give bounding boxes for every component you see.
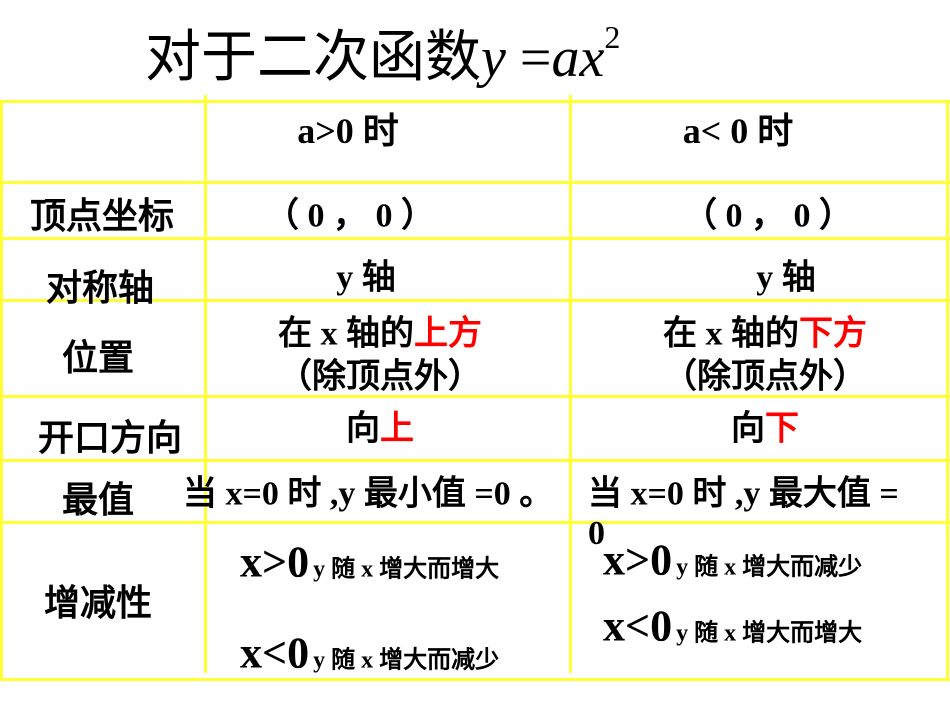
direction-positive: 向上 bbox=[346, 401, 414, 450]
condition: x<0 bbox=[240, 628, 310, 678]
column-header-a-positive: a>0 时 bbox=[297, 111, 399, 151]
position-highlight: 下方 bbox=[799, 315, 867, 353]
column-header-a-negative: a< 0 时 bbox=[682, 111, 794, 151]
grid-line bbox=[0, 395, 950, 398]
direction-prefix: 向 bbox=[731, 410, 765, 448]
row-label-monotonic: 增减性 bbox=[43, 583, 153, 623]
grid-line bbox=[0, 237, 950, 240]
trend: y 随 x 增大而增大 bbox=[676, 620, 863, 647]
trend: y 随 x 增大而减少 bbox=[676, 554, 863, 581]
row-label-direction: 开口方向 bbox=[37, 418, 183, 458]
formula-lhs: y bbox=[481, 27, 506, 89]
trend: y 随 x 增大而减少 bbox=[313, 647, 500, 674]
position-positive: 在 x 轴的上方 bbox=[278, 306, 482, 355]
grid-line bbox=[0, 100, 950, 103]
direction-negative: 向下 bbox=[731, 401, 799, 450]
direction-prefix: 向 bbox=[346, 410, 380, 448]
position-prefix: 在 x 轴的 bbox=[663, 315, 799, 353]
condition: x>0 bbox=[603, 535, 673, 585]
condition: x<0 bbox=[603, 601, 673, 651]
grid-line bbox=[946, 100, 949, 680]
row-label-position: 位置 bbox=[61, 338, 135, 378]
extreme-negative: 当 x=0 时 ,y 最大值 = bbox=[588, 475, 899, 513]
vertex-positive: （ 0 ， 0 ） bbox=[265, 197, 435, 235]
row-label-extreme: 最值 bbox=[61, 480, 135, 520]
grid-line bbox=[0, 299, 950, 302]
trend: y 随 x 增大而增大 bbox=[313, 556, 500, 583]
grid-line bbox=[0, 521, 950, 524]
position-prefix: 在 x 轴的 bbox=[278, 315, 414, 353]
row-label-axis: 对称轴 bbox=[45, 268, 155, 308]
formula-rhs: ax bbox=[551, 27, 605, 89]
row-label-vertex: 顶点坐标 bbox=[29, 196, 175, 236]
grid-line bbox=[0, 678, 950, 681]
formula-exponent: 2 bbox=[604, 19, 621, 55]
axis-negative: y 轴 bbox=[756, 259, 816, 297]
grid-line bbox=[0, 181, 950, 184]
monotonic-negative-1: x>0 y 随 x 增大而减少 bbox=[603, 535, 862, 586]
position-highlight: 上方 bbox=[414, 315, 482, 353]
position-negative: 在 x 轴的下方 bbox=[663, 306, 867, 355]
extreme-negative-wrap: 0 bbox=[588, 515, 605, 552]
direction-highlight: 上 bbox=[380, 410, 414, 448]
vertex-negative: （ 0 ， 0 ） bbox=[683, 197, 853, 235]
position-negative-note: （除顶点外） bbox=[663, 358, 867, 396]
direction-highlight: 下 bbox=[765, 410, 799, 448]
monotonic-positive-1: x>0 y 随 x 增大而增大 bbox=[240, 537, 499, 588]
monotonic-positive-2: x<0 y 随 x 增大而减少 bbox=[240, 628, 499, 679]
formula-eq: = bbox=[505, 27, 552, 89]
slide-title: 对于二次函数y =ax2 bbox=[145, 12, 620, 93]
axis-positive: y 轴 bbox=[336, 259, 396, 297]
grid-line bbox=[204, 95, 207, 673]
grid-line bbox=[569, 95, 572, 673]
condition: x>0 bbox=[240, 537, 310, 587]
monotonic-negative-2: x<0 y 随 x 增大而增大 bbox=[603, 601, 862, 652]
extreme-positive: 当 x=0 时 ,y 最小值 =0 。 bbox=[183, 475, 554, 513]
grid-line bbox=[0, 459, 950, 462]
title-text: 对于二次函数 bbox=[145, 27, 481, 89]
grid-line bbox=[0, 100, 3, 680]
position-positive-note: （除顶点外） bbox=[278, 358, 482, 396]
